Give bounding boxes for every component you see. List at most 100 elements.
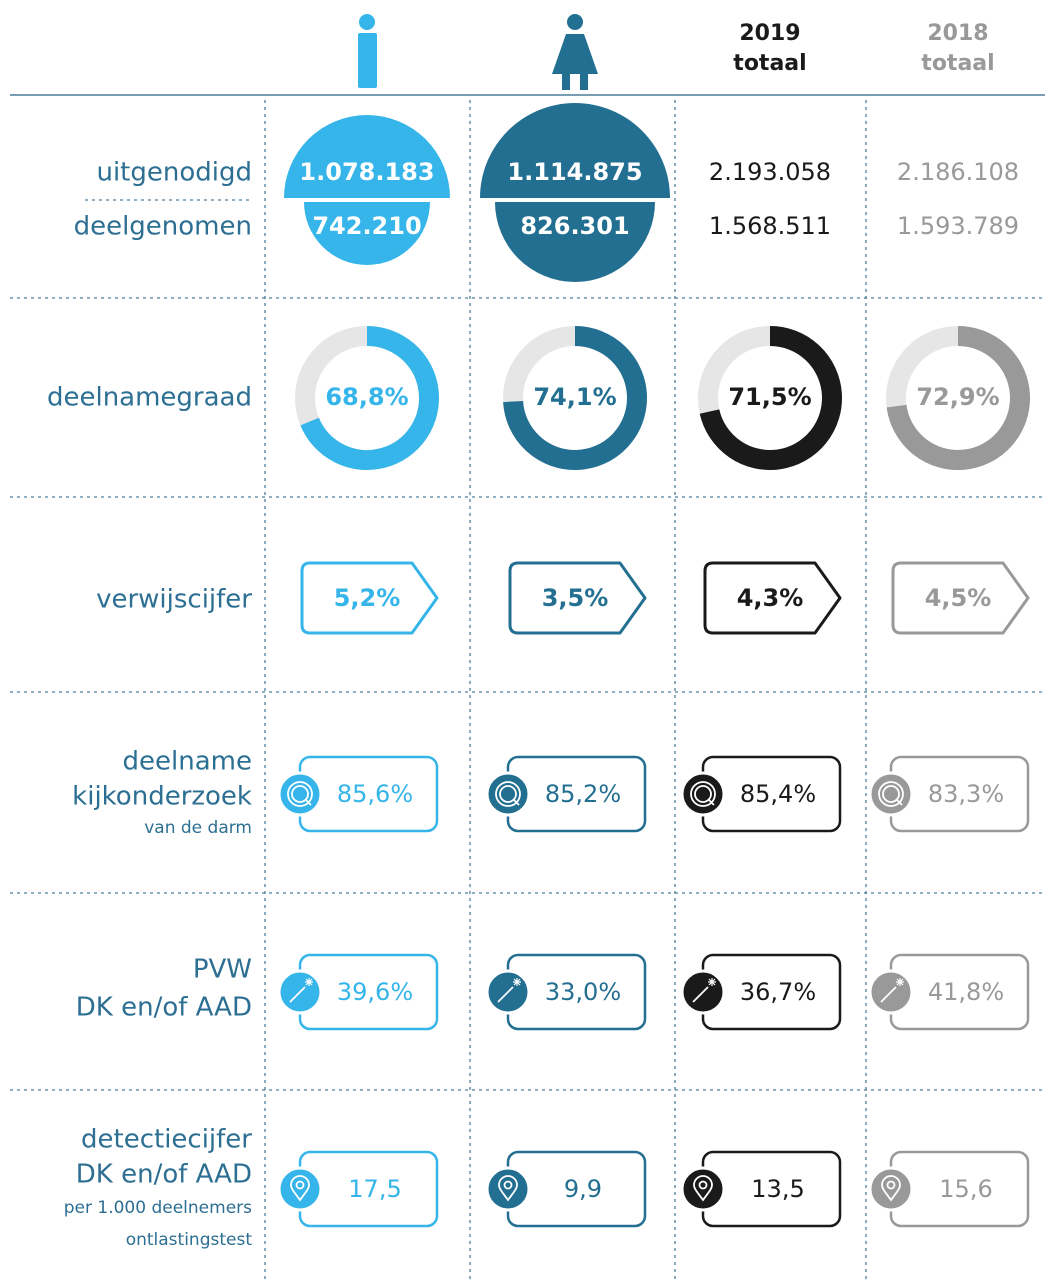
invited-shape <box>480 103 670 198</box>
cell-value: 826.301 <box>520 212 629 240</box>
cell-value: 15,6 <box>939 1175 992 1203</box>
icon-part <box>690 781 716 807</box>
cell-value: 2.193.058 <box>709 158 831 186</box>
cell-value: 2.186.108 <box>897 158 1019 186</box>
participated-shape <box>495 202 655 282</box>
icon <box>692 978 716 1003</box>
icon <box>878 781 904 807</box>
donut-arc <box>503 326 647 470</box>
cell-value: 74,1% <box>533 383 616 411</box>
cell-value: 1.114.875 <box>507 158 642 186</box>
icon-part <box>882 785 900 803</box>
row-label: PVW <box>193 955 252 985</box>
icon-part <box>495 781 521 807</box>
man-icon <box>358 14 377 88</box>
cell-value: 9,9 <box>564 1175 602 1203</box>
icon-part <box>305 978 313 986</box>
icon-part <box>499 785 517 803</box>
icon <box>881 1175 901 1202</box>
icon-part <box>513 978 521 986</box>
header-label: totaal <box>921 51 994 76</box>
woman-icon <box>552 14 598 90</box>
cell-value: 36,7% <box>740 978 816 1006</box>
cell-value: 3,5% <box>542 584 609 612</box>
icon-part <box>707 798 715 806</box>
row-label: DK en/of AAD <box>76 1160 252 1190</box>
icon <box>497 978 521 1003</box>
icon-part <box>708 978 716 986</box>
cell-value: 4,3% <box>737 584 804 612</box>
tag-shape <box>891 561 1030 635</box>
icon-part <box>694 785 712 803</box>
cell-value: 33,0% <box>545 978 621 1006</box>
icon-circle <box>680 771 726 817</box>
icon-part <box>512 798 520 806</box>
icon-part <box>498 1175 518 1202</box>
icon-part <box>698 1180 708 1190</box>
cell-value: 1.078.183 <box>299 158 434 186</box>
cell-value: 85,6% <box>337 780 413 808</box>
icon-part <box>290 1175 310 1202</box>
cell-value: 72,9% <box>916 383 999 411</box>
cell-value: 1.593.789 <box>897 212 1019 240</box>
icon <box>287 781 313 807</box>
invited-shape <box>284 115 450 198</box>
donut-arc <box>699 326 842 470</box>
icon <box>495 781 521 807</box>
tag-shape <box>300 561 439 635</box>
icon-part <box>878 781 904 807</box>
icon-part <box>287 781 313 807</box>
icon-part <box>692 986 709 1003</box>
header-label: totaal <box>733 51 806 76</box>
icon-part <box>895 798 903 806</box>
icon-part <box>295 1180 305 1190</box>
cell-value: 68,8% <box>325 383 408 411</box>
icon-part <box>896 978 904 986</box>
cell-value: 5,2% <box>334 584 401 612</box>
icon <box>289 978 313 1003</box>
icon-part <box>503 1180 513 1190</box>
icon <box>880 978 904 1003</box>
icon-part <box>693 1175 713 1202</box>
header-year: 2018 <box>927 21 988 46</box>
icon-circle <box>868 771 914 817</box>
cell-value: 742.210 <box>312 212 421 240</box>
icon-part <box>304 798 312 806</box>
icon-circle <box>277 771 323 817</box>
icon-part <box>886 1180 896 1190</box>
cell-value: 1.568.511 <box>709 212 831 240</box>
cell-value: 13,5 <box>751 1175 804 1203</box>
row-label: uitgenodigd <box>96 158 252 188</box>
cell-value: 85,4% <box>740 780 816 808</box>
row-label: kijkonderzoek <box>72 782 252 812</box>
icon <box>693 1175 713 1202</box>
row-label: deelname <box>123 747 252 777</box>
cell-value: 85,2% <box>545 780 621 808</box>
cell-value: 4,5% <box>925 584 992 612</box>
icon-part <box>880 986 897 1003</box>
icon <box>290 1175 310 1202</box>
donut-arc <box>300 326 439 470</box>
donut-arc <box>886 326 1030 470</box>
row-label: DK en/of AAD <box>76 993 252 1023</box>
row-note: ontlastingstest <box>126 1230 253 1250</box>
icon-part <box>289 986 306 1003</box>
row-note: van de darm <box>144 818 252 838</box>
tag-shape <box>703 561 842 635</box>
icon-part <box>291 785 309 803</box>
tag-shape <box>508 561 647 635</box>
row-note: per 1.000 deelnemers <box>64 1198 252 1218</box>
icon-part <box>881 1175 901 1202</box>
row-label: detectiecijfer <box>81 1125 252 1155</box>
row-label: deelgenomen <box>74 212 252 242</box>
cell-value: 71,5% <box>728 383 811 411</box>
cell-value: 41,8% <box>928 978 1004 1006</box>
row-label: verwijscijfer <box>96 585 252 615</box>
cell-value: 39,6% <box>337 978 413 1006</box>
icon-part <box>497 986 514 1003</box>
cell-value: 83,3% <box>928 780 1004 808</box>
row-label: deelnamegraad <box>47 383 252 413</box>
icon <box>690 781 716 807</box>
icon-circle <box>485 771 531 817</box>
